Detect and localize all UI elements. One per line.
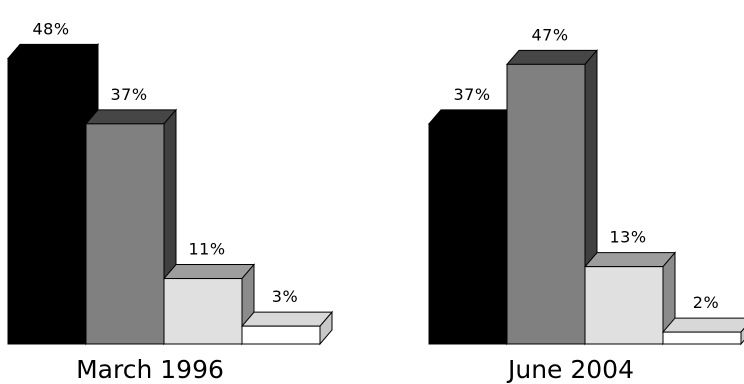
bar-top-face — [583, 252, 677, 268]
bar — [583, 251, 677, 346]
data-label: 47% — [531, 25, 568, 44]
bar-group-2: 37% 47% 13% 2% June 2004 — [427, 25, 744, 384]
bar — [84, 108, 178, 346]
bar-front-face — [241, 325, 321, 345]
data-label: 2% — [693, 293, 719, 312]
bar-front-face — [85, 123, 165, 345]
bar-top-face — [661, 317, 744, 333]
bar-front-face — [662, 331, 742, 345]
bar-front-face — [506, 63, 586, 345]
bar-top-face — [505, 49, 599, 65]
bar — [240, 310, 334, 346]
bar-top-face — [240, 311, 334, 327]
bar-front-face — [7, 57, 87, 345]
bar — [162, 263, 256, 346]
bar-front-face — [584, 266, 664, 345]
data-label: 37% — [110, 85, 147, 104]
bar — [661, 317, 744, 346]
chart-title: March 1996 — [76, 355, 224, 384]
data-label: 13% — [609, 228, 646, 247]
chart-title: June 2004 — [506, 355, 634, 384]
bar-top-face — [6, 43, 100, 59]
data-label: 3% — [272, 287, 298, 306]
bar-top-face — [84, 109, 178, 125]
data-label: 37% — [453, 85, 490, 104]
bar-front-face — [428, 123, 508, 345]
bar-top-face — [427, 109, 521, 125]
bar — [505, 48, 599, 346]
bar — [6, 43, 100, 346]
bar-front-face — [163, 278, 243, 345]
data-label: 48% — [32, 19, 69, 38]
bar — [427, 108, 521, 346]
bar-top-face — [162, 264, 256, 280]
data-label: 11% — [188, 240, 225, 259]
bar-group-1: 48% 37% 11% 3% March 1996 — [6, 19, 334, 384]
